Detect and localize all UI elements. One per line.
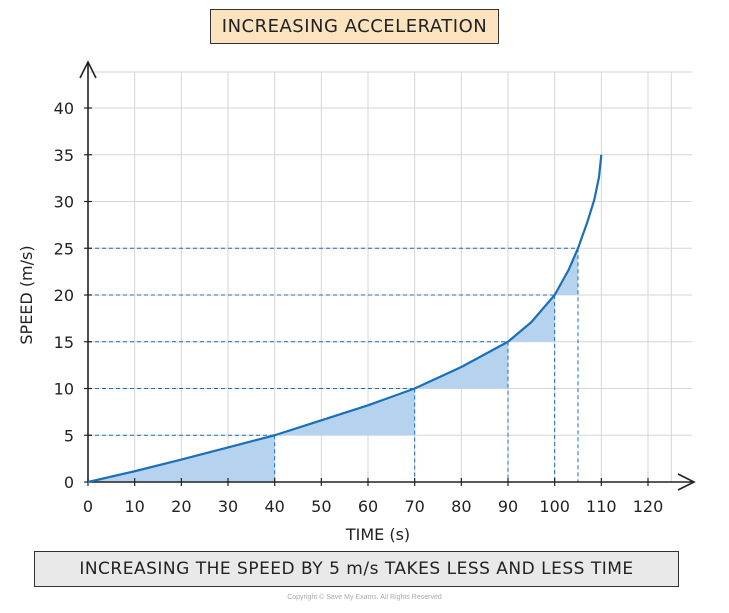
copyright-notice: Copyright © Save My Exams. All Rights Re… <box>287 594 442 601</box>
y-tick-label: 40 <box>54 99 74 118</box>
grid <box>88 71 692 482</box>
y-tick-label: 20 <box>54 286 74 305</box>
x-tick-label: 40 <box>264 497 284 516</box>
x-tick-label: 120 <box>633 497 664 516</box>
tick-labels: 0 10 20 30 40 50 60 70 80 90 100 110 120 0 5 10 15 20 25 30… <box>54 99 664 516</box>
y-axis-label: SPEED (m/s) <box>17 245 36 344</box>
shaded-interval <box>88 435 275 482</box>
x-tick-label: 70 <box>404 497 424 516</box>
chart-title: INCREASING ACCELERATION <box>210 9 499 44</box>
x-tick-label: 80 <box>451 497 471 516</box>
x-axis-label: TIME (s) <box>345 525 410 544</box>
shaded-interval <box>508 295 555 342</box>
x-tick-label: 90 <box>498 497 518 516</box>
x-tick-label: 30 <box>218 497 238 516</box>
x-tick-label: 20 <box>171 497 191 516</box>
x-tick-label: 60 <box>358 497 378 516</box>
shaded-areas <box>88 248 578 482</box>
y-tick-label: 0 <box>64 473 74 492</box>
x-tick-label: 50 <box>311 497 331 516</box>
shaded-interval <box>274 388 415 436</box>
y-tick-label: 35 <box>54 146 74 165</box>
dashed-guides <box>88 247 579 482</box>
shaded-interval <box>414 341 508 389</box>
y-tick-label: 5 <box>64 426 74 445</box>
x-tick-label: 110 <box>586 497 617 516</box>
x-tick-label: 10 <box>124 497 144 516</box>
x-axis-arrow <box>677 473 696 491</box>
y-tick-label: 10 <box>54 380 74 399</box>
x-tick-label: 0 <box>83 497 93 516</box>
shaded-interval <box>554 248 578 295</box>
y-axis-arrow <box>79 60 97 79</box>
axes <box>79 60 696 491</box>
y-tick-label: 25 <box>54 239 74 258</box>
x-tick-label: 100 <box>539 497 570 516</box>
y-tick-label: 30 <box>54 193 74 212</box>
speed-curve <box>87 154 603 484</box>
y-tick-label: 15 <box>54 333 74 352</box>
chart-caption: INCREASING THE SPEED BY 5 m/s TAKES LESS… <box>34 551 679 587</box>
speed-time-chart: 0 10 20 30 40 50 60 70 80 90 100 110 120 0 5 10 15 20 25 30… <box>17 60 696 544</box>
